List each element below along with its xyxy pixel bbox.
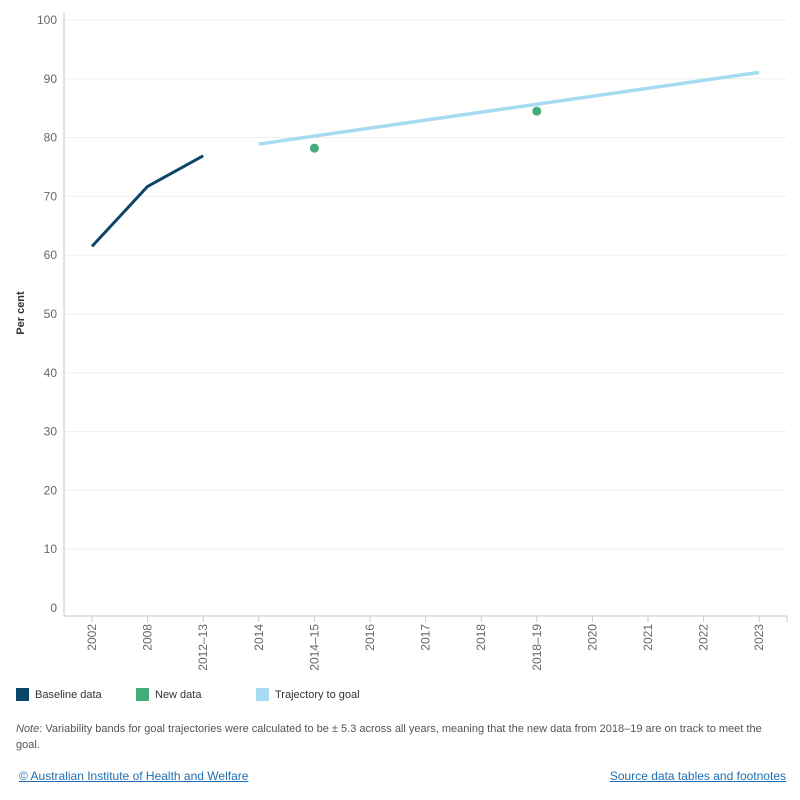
legend-swatch-new-data	[136, 688, 149, 701]
y-tick-label: 40	[44, 366, 58, 380]
y-tick-label: 20	[44, 483, 58, 497]
legend-item-new-data[interactable]: New data	[136, 688, 201, 701]
y-tick-label: 0	[50, 601, 57, 615]
data-point-new-data	[309, 143, 319, 153]
x-tick-label: 2021	[641, 624, 655, 651]
x-tick-label: 2020	[585, 624, 599, 651]
note-text: : Variability bands for goal trajectorie…	[16, 723, 762, 751]
x-tick-label: 2017	[419, 624, 433, 651]
x-tick-label: 2018	[474, 624, 488, 651]
legend-label-baseline: Baseline data	[35, 688, 102, 701]
x-tick-label: 2002	[85, 624, 99, 651]
legend-item-baseline[interactable]: Baseline data	[16, 688, 102, 701]
x-tick-label: 2022	[697, 624, 711, 651]
y-tick-label: 30	[44, 425, 58, 439]
chart-note: Note: Variability bands for goal traject…	[16, 721, 788, 753]
y-tick-label: 70	[44, 189, 58, 203]
x-tick-label: 2008	[141, 624, 155, 651]
y-tick-label: 100	[37, 13, 57, 27]
x-tick-label: 2014–15	[307, 624, 321, 671]
x-tick-label: 2018–19	[530, 624, 544, 671]
x-tick-label: 2014	[252, 624, 266, 651]
legend-swatch-trajectory	[256, 688, 269, 701]
x-tick-label: 2023	[752, 624, 766, 651]
series-line-baseline-data	[90, 154, 204, 248]
series-line-trajectory-to-goal	[258, 70, 760, 146]
data-point-new-data	[532, 106, 542, 116]
footer: © Australian Institute of Health and Wel…	[19, 769, 786, 783]
y-tick-label: 10	[44, 542, 58, 556]
legend-swatch-baseline	[16, 688, 29, 701]
x-tick-label: 2012–13	[196, 624, 210, 671]
legend: Baseline data New data Trajectory to goa…	[16, 688, 786, 704]
legend-label-new-data: New data	[155, 688, 202, 701]
y-tick-label: 80	[44, 131, 58, 145]
source-data-link[interactable]: Source data tables and footnotes	[609, 769, 786, 783]
y-axis-title: Per cent	[15, 291, 27, 335]
y-tick-label: 60	[44, 248, 58, 262]
legend-item-trajectory[interactable]: Trajectory to goal	[256, 688, 360, 701]
note-label: Note	[16, 723, 40, 735]
copyright-link[interactable]: © Australian Institute of Health and Wel…	[19, 769, 249, 783]
line-chart: 0 10 20 30 40 50 60 70 80 90 100 2002 2008 2012–13 201…	[15, 13, 788, 671]
y-tick-label: 90	[44, 72, 58, 86]
legend-label-trajectory: Trajectory to goal	[275, 688, 360, 701]
y-tick-label: 50	[44, 307, 58, 321]
x-tick-label: 2016	[363, 624, 377, 651]
